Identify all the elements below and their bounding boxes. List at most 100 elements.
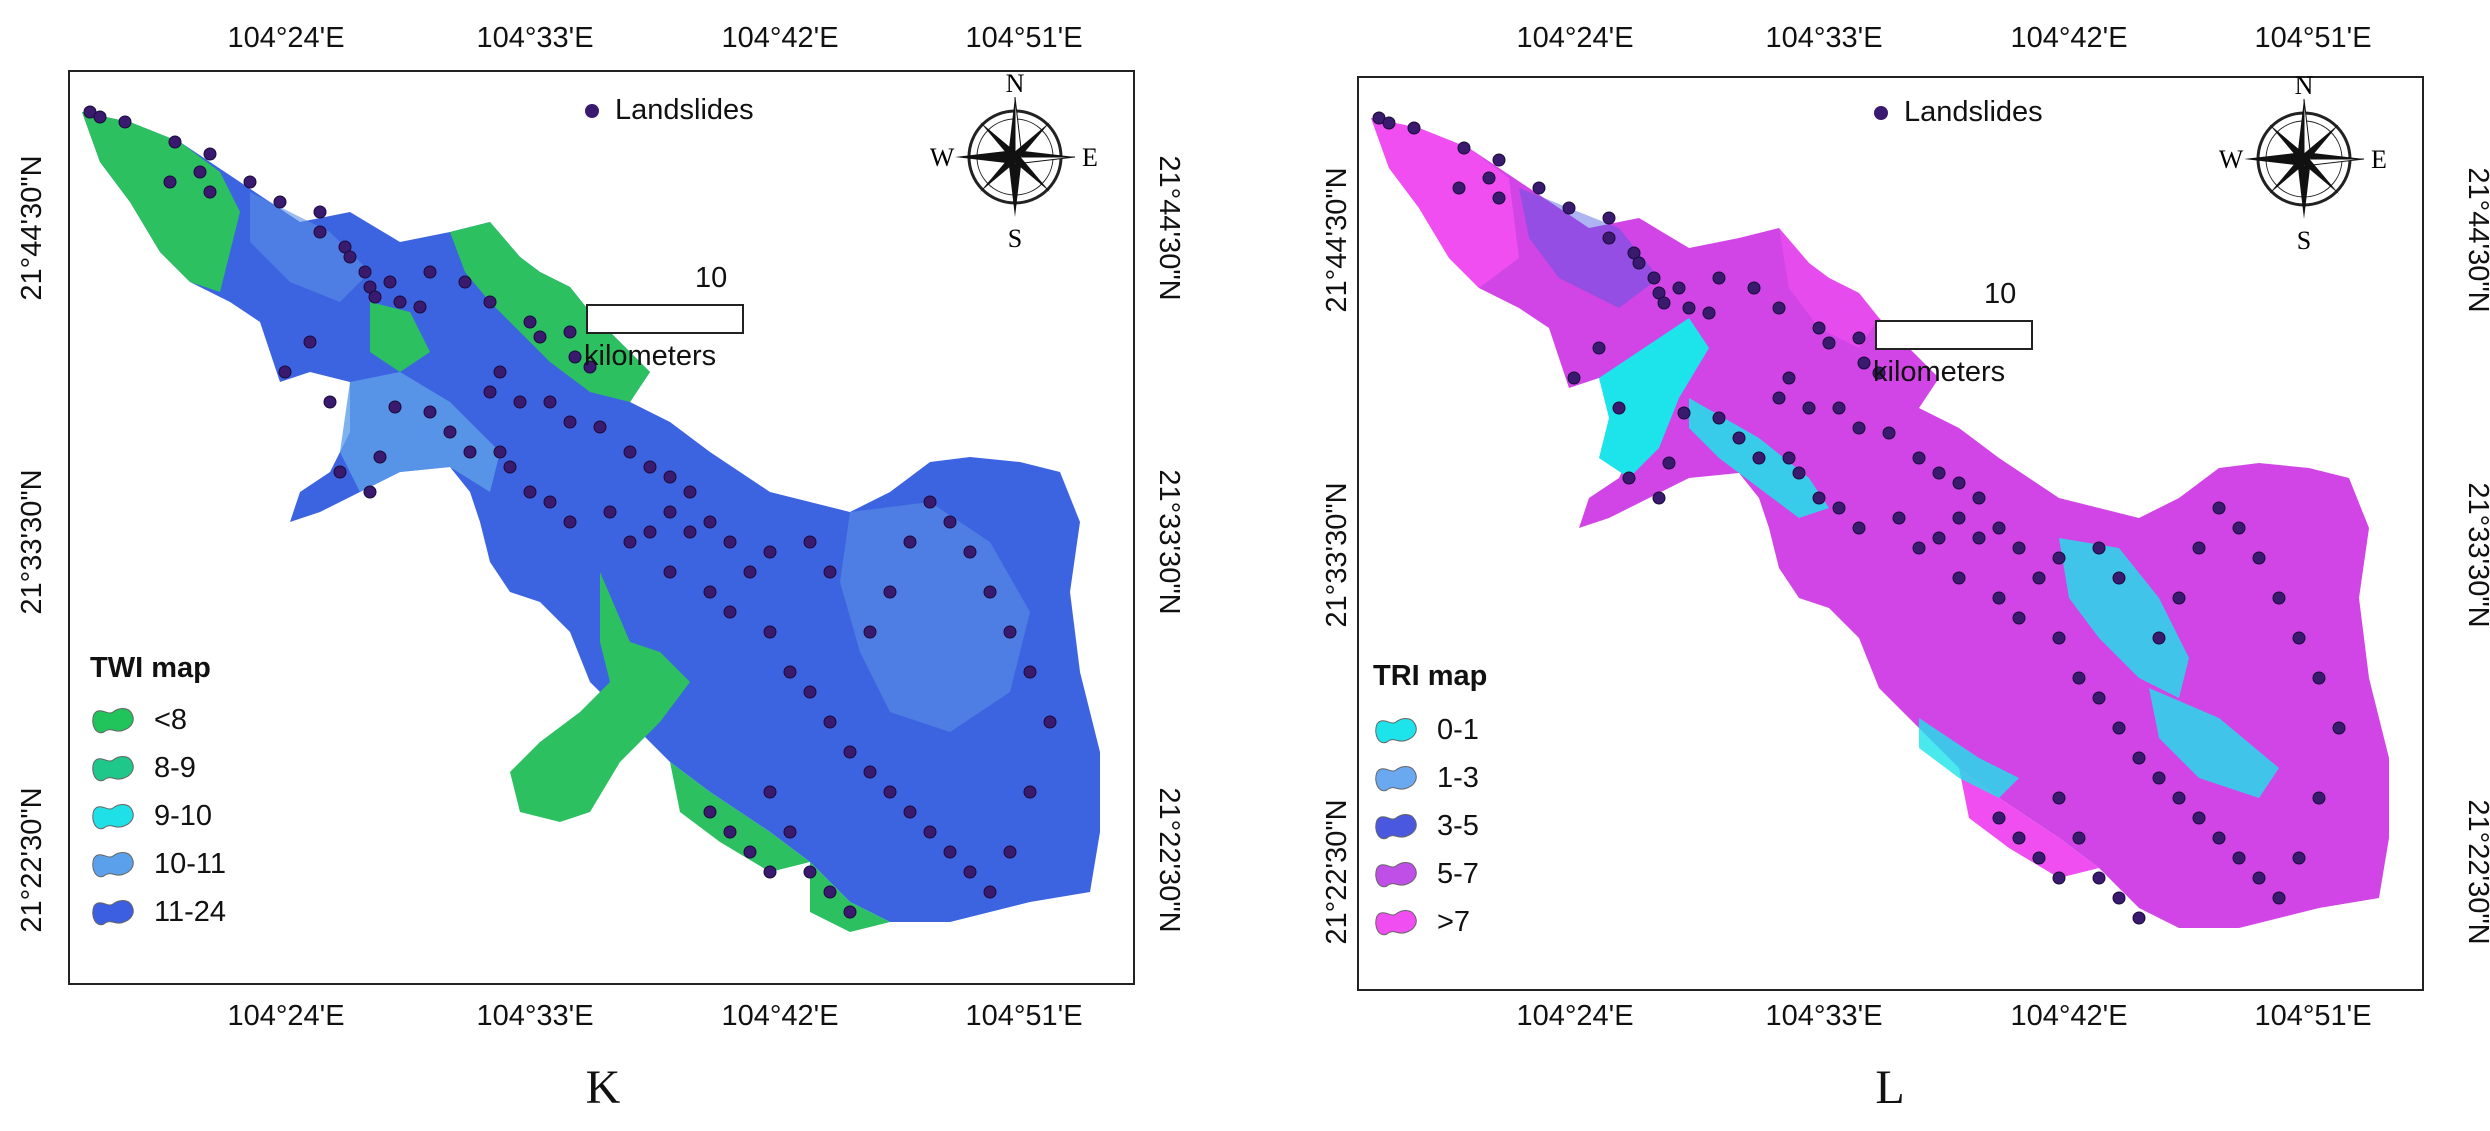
landslide-point	[2112, 571, 2126, 585]
landslide-point	[2092, 871, 2106, 885]
landslide-point	[1612, 401, 1626, 415]
north-arrow-icon: N S E W	[2219, 71, 2387, 254]
lon-tick-top: 104°24'E	[227, 22, 345, 54]
landslide-point	[2192, 811, 2206, 825]
lon-tick-bottom: 104°33'E	[476, 1000, 594, 1032]
landslide-point	[883, 785, 897, 799]
landslide-point	[193, 165, 207, 179]
map-frame: Landslides N S E W 10 kilometers TWI map…	[68, 69, 1135, 985]
landslide-point	[2232, 521, 2246, 535]
twi-raster	[82, 112, 1100, 932]
landslide-point	[2072, 671, 2086, 685]
landslide-point	[1772, 301, 1786, 315]
landslide-point	[1632, 256, 1646, 270]
legend-swatch-icon	[92, 707, 134, 733]
landslide-point	[2132, 911, 2146, 925]
landslide-point	[1832, 501, 1846, 515]
compass-w: W	[2219, 145, 2244, 174]
landslide-point	[1992, 591, 2006, 605]
landslide-point	[323, 395, 337, 409]
landslide-point	[1752, 451, 1766, 465]
landslide-point	[1852, 521, 1866, 535]
landslide-point	[1972, 491, 1986, 505]
landslide-point	[683, 525, 697, 539]
landslide-point	[363, 485, 377, 499]
landslide-point	[1992, 521, 2006, 535]
landslide-point	[1382, 116, 1396, 130]
twi-map-panel: 104°24'E 104°33'E 104°42'E 104°51'E 104°…	[16, 22, 1186, 1114]
landslide-point	[623, 535, 637, 549]
legend-swatch-icon	[1375, 717, 1417, 743]
landslide-point	[863, 625, 877, 639]
landslide-point	[803, 865, 817, 879]
landslides-legend: Landslides	[585, 94, 754, 127]
lon-tick-bottom: 104°24'E	[1516, 1000, 1634, 1032]
panel-letter: L	[1875, 1061, 1905, 1114]
legend-label: <8	[154, 704, 188, 736]
lon-tick-top: 104°42'E	[721, 22, 839, 54]
landslide-point	[1602, 211, 1616, 225]
landslide-point	[2312, 791, 2326, 805]
landslide-point	[2172, 591, 2186, 605]
legend-swatch-icon	[92, 803, 134, 829]
landslide-point	[1532, 181, 1546, 195]
landslide-point	[1602, 231, 1616, 245]
landslide-point	[2012, 831, 2026, 845]
legend-title: TRI map	[1373, 660, 1488, 692]
lon-tick-top: 104°51'E	[965, 22, 1083, 54]
landslide-point	[2052, 631, 2066, 645]
landslide-point	[803, 535, 817, 549]
legend-swatch-icon	[1375, 765, 1417, 791]
landslide-point	[1652, 491, 1666, 505]
landslides-label: Landslides	[615, 94, 754, 126]
legend-item: 5-7	[1373, 858, 1479, 891]
landslide-point	[523, 485, 537, 499]
landslide-point	[1892, 511, 1906, 525]
legend-swatch-icon	[92, 851, 134, 877]
map-frame: Landslides N S E W 10 kilometers TRI map…	[1357, 71, 2424, 991]
landslide-point	[373, 450, 387, 464]
scale-bar	[586, 304, 744, 334]
landslide-point	[2272, 891, 2286, 905]
landslide-point	[1912, 541, 1926, 555]
lon-tick-bottom: 104°42'E	[2010, 1000, 2128, 1032]
landslide-point	[93, 110, 107, 124]
legend-label: 5-7	[1437, 858, 1479, 890]
landslide-point	[1972, 531, 1986, 545]
landslide-point	[723, 535, 737, 549]
landslide-point	[643, 525, 657, 539]
landslide-point	[423, 265, 437, 279]
lat-tick-right: 21°33'30"N	[1153, 469, 1186, 615]
landslide-point	[1712, 271, 1726, 285]
landslide-point	[1812, 491, 1826, 505]
legend-item: 1-3	[1373, 762, 1479, 795]
landslide-point	[2052, 551, 2066, 565]
landslide-point	[743, 845, 757, 859]
lon-tick-top: 104°33'E	[1765, 22, 1883, 54]
landslide-point	[2252, 551, 2266, 565]
landslide-point	[1712, 411, 1726, 425]
landslide-point	[1952, 476, 1966, 490]
landslide-point	[1677, 406, 1691, 420]
landslide-point	[568, 350, 582, 364]
landslide-point	[2292, 631, 2306, 645]
landslide-point	[333, 465, 347, 479]
lat-tick-left: 21°33'30"N	[16, 469, 49, 615]
landslide-point	[1682, 301, 1696, 315]
landslide-point	[983, 885, 997, 899]
compass-e: E	[1082, 143, 1098, 172]
landslide-point	[943, 845, 957, 859]
landslide-point	[533, 330, 547, 344]
legend-item: <8	[90, 704, 187, 737]
landslide-point	[2312, 671, 2326, 685]
landslide-point	[168, 135, 182, 149]
landslide-point	[1852, 331, 1866, 345]
landslide-point	[1407, 121, 1421, 135]
lon-tick-top: 104°24'E	[1516, 22, 1634, 54]
landslide-point	[903, 535, 917, 549]
landslide-point	[2092, 541, 2106, 555]
landslide-point	[1782, 451, 1796, 465]
legend-label: 8-9	[154, 752, 196, 784]
legend-swatch-icon	[1375, 909, 1417, 935]
landslide-point	[2112, 721, 2126, 735]
